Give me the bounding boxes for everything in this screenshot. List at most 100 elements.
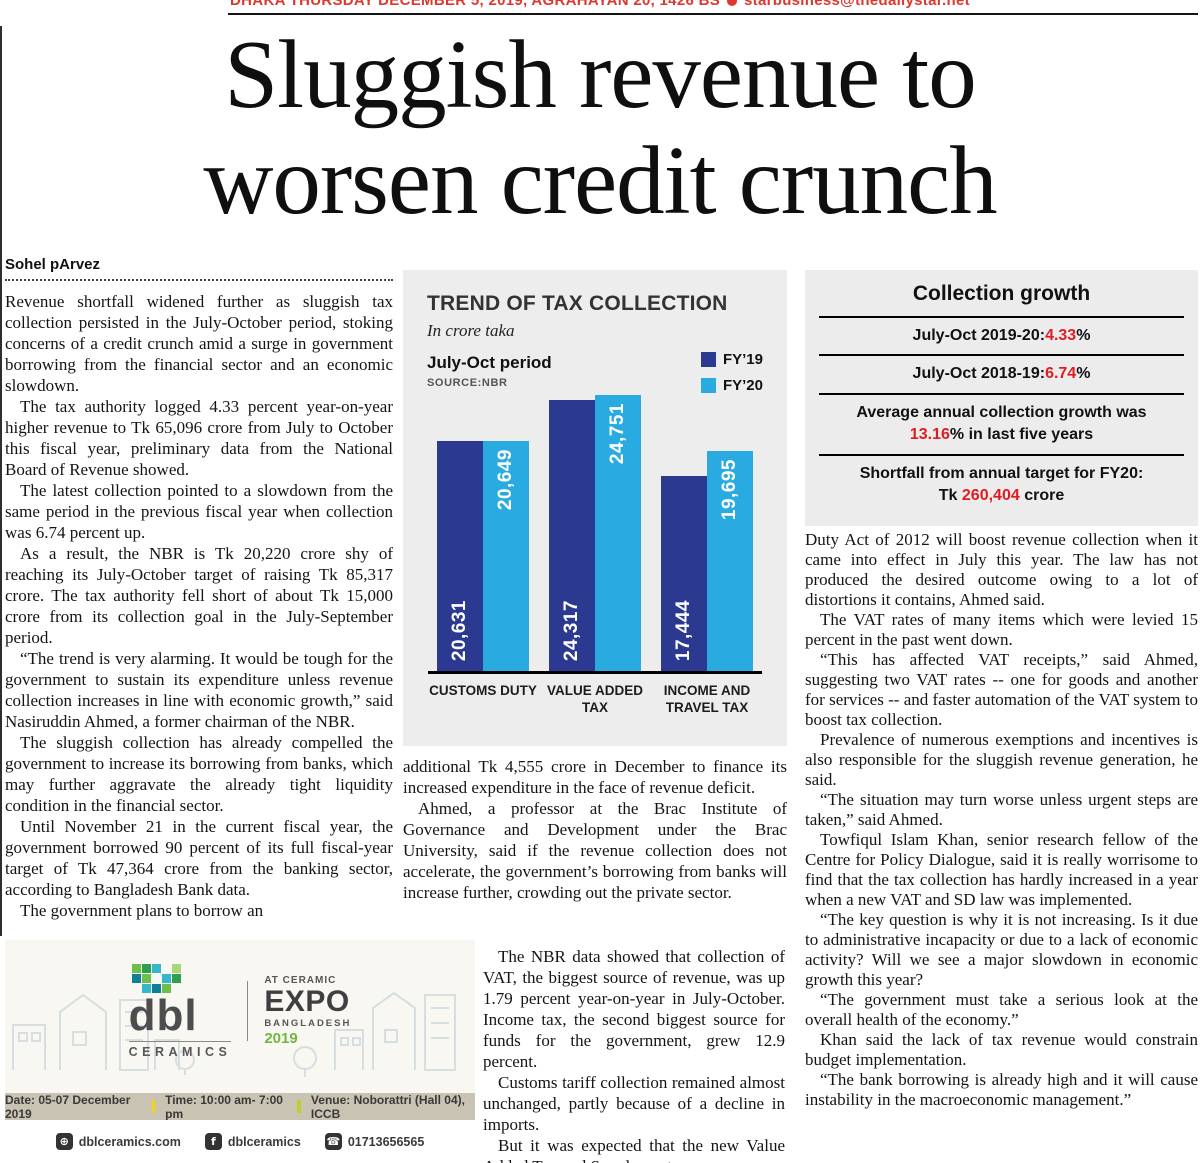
headline-line-1: Sluggish revenue to (224, 21, 977, 128)
masthead-email[interactable]: starbusiness@thedailystar.net (744, 0, 970, 9)
bar-group: 24,317 24,751 (549, 395, 641, 671)
expo-line-1: AT CERAMIC (264, 974, 337, 986)
growth-row: Shortfall from annual target for FY20: Tk… (819, 453, 1184, 515)
expo-line-2: EXPO (264, 985, 350, 1019)
legend-item: FY’19 (700, 351, 763, 368)
phone-contact[interactable]: ☎ 01713656565 (324, 1133, 425, 1150)
article-middle-column-lower: The NBR data showed that collection of V… (483, 946, 785, 1163)
ad-time: Time: 10:00 am- 7:00 pm (165, 1092, 283, 1121)
website-label[interactable]: dblceramics.com (78, 1134, 181, 1149)
bar-value-label: 20,631 (449, 599, 470, 661)
paragraph: The government plans to borrow an (20, 901, 264, 920)
bar-group: 17,444 19,695 (661, 451, 753, 671)
website-contact[interactable]: ⊕ dblceramics.com (55, 1133, 181, 1150)
expo-line-3: BANGLADESH (264, 1017, 352, 1029)
growth-value: 13.16 (909, 426, 950, 444)
byline-rule (5, 279, 393, 281)
legend-label: FY’20 (722, 377, 763, 394)
paragraph: “The key question is why it is not incre… (805, 910, 1198, 989)
legend-label: FY’19 (722, 351, 763, 368)
facebook-icon: f (204, 1133, 222, 1150)
paragraph: The latest collection pointed to a slowd… (5, 481, 393, 542)
category-label: VALUE ADDED TAX (546, 683, 643, 715)
globe-icon: ⊕ (55, 1133, 73, 1150)
paragraph: The sluggish collection has already comp… (5, 733, 393, 815)
growth-text: % (1076, 327, 1091, 344)
ad-venue: Venue: Noborattri (Hall 04), ICCB (310, 1092, 465, 1121)
bar-FY’20: 20,649 (483, 441, 529, 671)
chart-period-label: July-Oct period (427, 353, 552, 372)
chart-axis-line (428, 671, 762, 674)
chart-source: SOURCE:NBR (427, 377, 508, 389)
paragraph: Towfiqul Islam Khan, senior research fel… (805, 830, 1198, 909)
bar-value-label: 20,649 (495, 449, 516, 511)
dbl-ceramics-logo: dbl CERAMICS (128, 964, 232, 1059)
left-column-rule (0, 26, 2, 936)
legend-swatch (700, 352, 716, 367)
chart-period-row: July-Oct period FY’19 FY’20 (427, 351, 763, 394)
growth-text: Shortfall from annual target for FY20: (859, 464, 1144, 482)
bar-value-label: 17,444 (673, 599, 694, 661)
bar-FY’19: 20,631 (437, 441, 483, 671)
chart-categories: CUSTOMS DUTY VALUE ADDED TAX INCOME AND TR… (427, 683, 763, 717)
byline: Sohel pArvez (5, 256, 101, 273)
growth-box-title: Collection growth (912, 282, 1091, 305)
growth-value: 6.74 (1045, 365, 1077, 383)
masthead-rule (228, 13, 1198, 15)
legend-item: FY’20 (700, 377, 763, 394)
growth-row: July-Oct 2019-20:4.33% (819, 316, 1184, 354)
masthead-dateline: DHAKA THURSDAY DECEMBER 5, 2019, AGRAHAY… (230, 0, 721, 9)
growth-rows: July-Oct 2019-20:4.33% July-Oct 2018-19:6… (805, 316, 1198, 514)
growth-row: Average annual collection growth was 13.1… (819, 392, 1184, 454)
phone-icon: ☎ (324, 1133, 342, 1150)
paragraph: But it was expected that the new Value A… (483, 1136, 785, 1163)
growth-value: 4.33 (1045, 327, 1077, 344)
legend-swatch (700, 378, 716, 393)
collection-growth-box: Collection growth July-Oct 2019-20:4.33%… (805, 270, 1198, 527)
growth-row: July-Oct 2018-19:6.74% (819, 354, 1184, 392)
paragraph: The tax authority logged 4.33 percent ye… (5, 397, 393, 479)
bar-FY’20: 19,695 (707, 451, 753, 671)
separator-icon (297, 1100, 301, 1113)
growth-text: July-Oct 2018-19: (912, 365, 1046, 383)
facebook-contact[interactable]: f dblceramics (204, 1133, 301, 1150)
paragraph: “This has affected VAT receipts,” said A… (805, 650, 1198, 729)
chart-bars: 20,631 20,649 24,317 24,751 17,444 19,695 (427, 395, 763, 671)
paragraph: additional Tk 4,555 crore in December to… (403, 757, 787, 797)
paragraph: Customs tariff collection remained almos… (483, 1073, 785, 1134)
facebook-label[interactable]: dblceramics (227, 1134, 301, 1149)
expo-block: AT CERAMIC EXPO BANGLADESH 2019 (264, 974, 352, 1048)
paragraph: “The situation may turn worse unless urg… (805, 790, 1198, 829)
ad-info-bar: Date: 05-07 December 2019 Time: 10:00 am… (5, 1092, 475, 1121)
paragraph: “The government must take a serious look… (805, 990, 1198, 1029)
bar-group: 20,631 20,649 (437, 441, 529, 671)
category-label: INCOME AND TRAVEL TAX (663, 683, 751, 715)
phone-label[interactable]: 01713656565 (347, 1134, 425, 1149)
paragraph: Prevalence of numerous exemptions and in… (805, 730, 1198, 789)
headline-line-2: worsen credit crunch (203, 126, 997, 234)
byline-block: Sohel pArvez (5, 256, 393, 281)
paragraph: Khan said the lack of tax revenue would … (805, 1030, 1198, 1069)
masthead: DHAKA THURSDAY DECEMBER 5, 2019, AGRAHAY… (0, 0, 1200, 9)
bullet-icon (727, 0, 738, 6)
paragraph: The NBR data showed that collection of V… (483, 947, 785, 1071)
bar-value-label: 24,751 (607, 403, 628, 465)
growth-text: Average annual collection growth was (856, 403, 1147, 421)
paragraph: “The trend is very alarming. It would be… (5, 649, 393, 731)
headline: Sluggish revenue to worsen credit crunch (40, 22, 1160, 233)
buildings-sketch-icon (12, 991, 456, 1077)
chart-subtitle: In crore taka (427, 321, 515, 340)
ad-contact-bar: ⊕ dblceramics.com f dblceramics ☎ 017136… (5, 1120, 475, 1163)
paragraph: Until November 21 in the current fiscal … (5, 817, 393, 899)
paragraph: The VAT rates of many items which were l… (805, 610, 1198, 649)
tax-collection-chart: TREND OF TAX COLLECTION In crore taka Ju… (403, 270, 787, 746)
paragraph: Revenue shortfall widened further as slu… (5, 292, 393, 395)
separator-icon (151, 1100, 156, 1113)
bar-FY’20: 24,751 (595, 395, 641, 671)
paragraph: Duty Act of 2012 will boost revenue coll… (805, 530, 1198, 609)
dbl-ceramics-ad: dbl CERAMICS AT CERAMIC EXPO BANGLADESH … (5, 940, 475, 1163)
growth-text: % (1076, 365, 1091, 383)
ad-brand-subname: CERAMICS (128, 1040, 232, 1059)
ad-divider (247, 981, 249, 1042)
growth-text: July-Oct 2019-20: (912, 327, 1046, 344)
